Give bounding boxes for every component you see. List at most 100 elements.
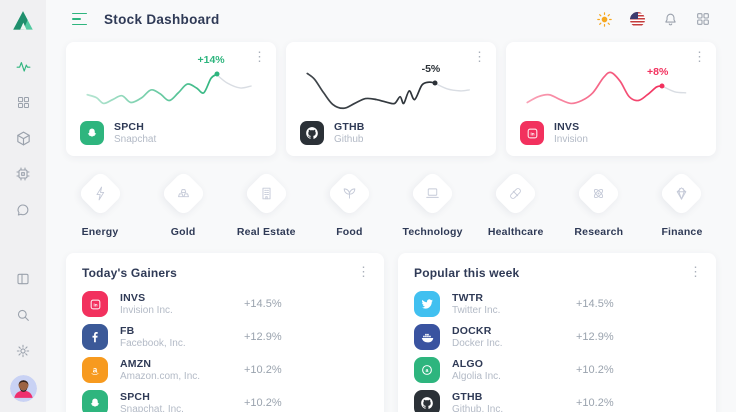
category-gold[interactable]: Gold <box>151 170 215 238</box>
change-value: +14.5% <box>576 298 614 310</box>
stock-ticker: INVS <box>120 292 146 304</box>
sidebar-item-cube-icon[interactable] <box>9 124 37 152</box>
bell-icon[interactable] <box>659 8 681 30</box>
stock-ticker: FB <box>120 325 135 337</box>
sidebar <box>0 0 46 412</box>
change-value: +12.9% <box>576 331 614 343</box>
change-value: +10.2% <box>244 397 282 409</box>
stock-company: Invision Inc. <box>120 305 173 316</box>
category-real-estate[interactable]: Real Estate <box>234 170 298 238</box>
category-label: Research <box>574 226 624 238</box>
category-research[interactable]: Research <box>567 170 631 238</box>
flag-us-icon[interactable] <box>626 8 648 30</box>
sun-icon[interactable] <box>593 8 615 30</box>
brand-triangle-logo[interactable] <box>10 8 36 34</box>
sparkline-endpoint-dot <box>659 83 665 89</box>
header: Stock Dashboard <box>46 0 736 38</box>
category-label: Technology <box>402 226 463 238</box>
stock-sparkline: -5% <box>300 58 482 116</box>
stock-card: ⋮ +14% SPCH Snapchat <box>66 42 276 156</box>
stock-ticker: GTHB <box>452 391 483 403</box>
stock-logo-icon: a <box>82 357 108 383</box>
stock-list-item[interactable]: TWTR Twitter Inc. +14.5% <box>414 291 700 317</box>
category-label: Real Estate <box>236 226 296 238</box>
list-panel: Popular this week ⋮ TWTR Twitter Inc. +1… <box>398 253 716 412</box>
panel-menu-icon[interactable]: ⋮ <box>689 264 702 279</box>
technology-icon <box>424 185 441 202</box>
category-tile <box>76 170 124 217</box>
healthcare-icon <box>507 185 524 202</box>
card-menu-icon[interactable]: ⋮ <box>693 49 706 64</box>
stock-logo-icon <box>82 390 108 412</box>
sparkline-endpoint-dot <box>432 80 438 86</box>
stock-card: ⋮ -5% GTHB Github <box>286 42 496 156</box>
sidebar-item-grid-icon[interactable] <box>9 88 37 116</box>
change-value: +12.9% <box>244 331 282 343</box>
stock-ticker: AMZN <box>120 358 152 370</box>
finance-icon <box>673 185 690 202</box>
stock-logo-icon <box>414 291 440 317</box>
category-tile <box>575 170 623 217</box>
sidebar-item-activity-icon[interactable] <box>9 52 37 80</box>
stock-list-item[interactable]: a AMZN Amazon.com, Inc. +10.2% <box>82 357 368 383</box>
stock-ticker: SPCH <box>120 391 150 403</box>
change-value: +14.5% <box>244 298 282 310</box>
apps-grid-icon[interactable] <box>692 8 714 30</box>
sidebar-item-layout-icon[interactable] <box>9 265 37 293</box>
stock-list-item[interactable]: In INVS Invision Inc. +14.5% <box>82 291 368 317</box>
panel-menu-icon[interactable]: ⋮ <box>357 264 370 279</box>
svg-text:a: a <box>93 366 98 375</box>
stock-list-item[interactable]: a ALGO Algolia Inc. +10.2% <box>414 357 700 383</box>
category-tile <box>242 170 290 217</box>
content: ⋮ +14% SPCH Snapchat ⋮ -5% <box>46 38 736 412</box>
stock-card-footer: SPCH Snapchat <box>80 121 156 145</box>
card-menu-icon[interactable]: ⋮ <box>473 49 486 64</box>
stock-logo-icon: a <box>414 357 440 383</box>
page-title: Stock Dashboard <box>104 11 220 27</box>
sidebar-item-chat-icon[interactable] <box>9 196 37 224</box>
stock-list-item[interactable]: SPCH Snapchat, Inc. +10.2% <box>82 390 368 412</box>
svg-text:In: In <box>530 131 534 136</box>
stock-company: Invision <box>554 134 588 145</box>
change-label: -5% <box>421 63 441 75</box>
category-label: Energy <box>81 226 119 238</box>
stock-logo-icon: In <box>520 121 544 145</box>
stock-ticker: GTHB <box>334 121 365 133</box>
sidebar-item-search-icon[interactable] <box>9 301 37 329</box>
sidebar-nav-top <box>9 48 37 228</box>
category-healthcare[interactable]: Healthcare <box>484 170 548 238</box>
stock-company: Docker Inc. <box>452 338 503 349</box>
category-tile <box>492 170 540 217</box>
main-area: Stock Dashboard <box>46 0 736 412</box>
category-food[interactable]: Food <box>317 170 381 238</box>
stock-cards-row: ⋮ +14% SPCH Snapchat ⋮ -5% <box>66 42 716 156</box>
stock-card: ⋮ +8% In INVS Invision <box>506 42 716 156</box>
sparkline-endpoint-dot <box>214 71 219 77</box>
stock-list-item[interactable]: FB Facebook, Inc. +12.9% <box>82 324 368 350</box>
category-tile <box>409 170 456 217</box>
menu-toggle-button[interactable] <box>72 12 88 26</box>
stock-ticker: INVS <box>554 121 580 133</box>
panel-rows: TWTR Twitter Inc. +14.5% DOCKR Docker In… <box>414 291 700 412</box>
sidebar-item-gear-icon[interactable] <box>9 337 37 365</box>
panel-rows: In INVS Invision Inc. +14.5% FB Facebook… <box>82 291 368 412</box>
panel-title: Today's Gainers <box>82 266 177 280</box>
stock-card-footer: In INVS Invision <box>520 121 588 145</box>
stock-logo-icon <box>414 390 440 412</box>
categories-row: Energy Gold Real Estate Food Technology … <box>68 170 714 238</box>
category-finance[interactable]: Finance <box>650 170 714 238</box>
stock-logo-icon <box>414 324 440 350</box>
stock-list-item[interactable]: GTHB Github, Inc. +10.2% <box>414 390 700 412</box>
stock-list-item[interactable]: DOCKR Docker Inc. +12.9% <box>414 324 700 350</box>
sidebar-item-cpu-icon[interactable] <box>9 160 37 188</box>
category-label: Finance <box>661 226 703 238</box>
category-energy[interactable]: Energy <box>68 170 132 238</box>
list-panels-row: Today's Gainers ⋮ In INVS Invision Inc. … <box>66 253 716 412</box>
category-tile <box>159 170 207 217</box>
change-label: +14% <box>197 54 225 67</box>
category-label: Gold <box>170 226 196 238</box>
card-menu-icon[interactable]: ⋮ <box>253 49 266 64</box>
user-avatar[interactable] <box>9 375 37 402</box>
research-icon <box>590 185 607 202</box>
category-technology[interactable]: Technology <box>401 170 465 238</box>
